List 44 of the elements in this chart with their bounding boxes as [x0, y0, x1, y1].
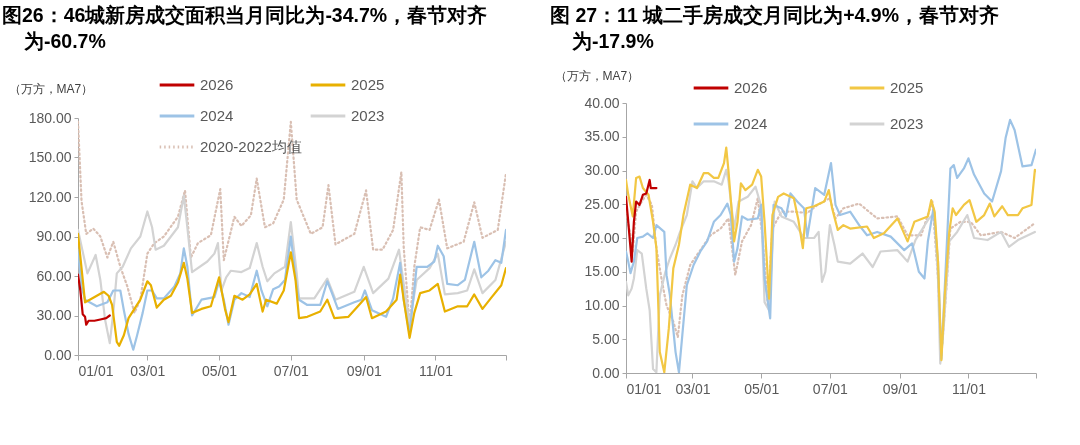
x-tick-label: 09/01: [346, 362, 382, 379]
legend-label: 2023: [890, 115, 924, 132]
x-tick-label: 03/01: [130, 362, 166, 379]
x-tick-label: 05/01: [202, 362, 238, 379]
y-tick-label: 180.00: [28, 109, 72, 126]
y-tick-label: 30.00: [584, 162, 620, 178]
y-axis-title: （万方，MA7）: [554, 68, 640, 83]
legend-label: 2023: [351, 107, 385, 124]
legend-label: 2024: [734, 115, 768, 132]
y-tick-label: 0.00: [44, 346, 72, 363]
y-tick-label: 30.00: [36, 307, 72, 323]
legend-label: 2025: [351, 76, 385, 93]
legend-label: 2024: [200, 107, 234, 124]
x-tick-label: 07/01: [812, 380, 849, 397]
chart-title: 图26：46城新房成交面积当月同比为-34.7%，春节对齐为-60.7%: [2, 3, 489, 54]
y-tick-label: 15.00: [584, 263, 620, 280]
y-tick-label: 5.00: [592, 330, 620, 347]
x-tick-label: 01/01: [626, 380, 662, 397]
y-tick-label: 20.00: [584, 229, 620, 246]
x-tick-label: 01/01: [78, 362, 114, 379]
legend-label: 2026: [200, 76, 234, 93]
legend-label: 2020-2022均值: [200, 138, 302, 155]
x-tick-label: 11/01: [951, 380, 987, 397]
y-tick-label: 0.00: [592, 364, 620, 381]
x-tick-label: 03/01: [675, 380, 711, 397]
line-series: [78, 194, 506, 345]
x-tick-label: 07/01: [273, 362, 310, 379]
y-tick-label: 35.00: [584, 128, 620, 145]
y-tick-label: 10.00: [584, 297, 620, 313]
chart-title: 图 27：11 城二手房成交月同比为+4.9%，春节对齐为-17.9%: [550, 3, 1000, 54]
x-tick-label: 11/01: [418, 362, 454, 379]
y-tick-label: 40.00: [584, 94, 620, 111]
line-series: [626, 178, 658, 263]
y-tick-label: 120.00: [28, 188, 72, 205]
legend-label: 2025: [890, 79, 924, 96]
legend-label: 2026: [734, 79, 768, 96]
y-tick-label: 25.00: [584, 195, 620, 212]
y-tick-label: 90.00: [36, 228, 72, 244]
y-axis-title: （万方，MA7）: [8, 81, 94, 96]
y-tick-label: 60.00: [36, 267, 72, 284]
x-tick-label: 05/01: [744, 380, 780, 397]
y-tick-label: 150.00: [28, 149, 72, 165]
line-series: [78, 273, 111, 326]
x-tick-label: 09/01: [882, 380, 918, 397]
